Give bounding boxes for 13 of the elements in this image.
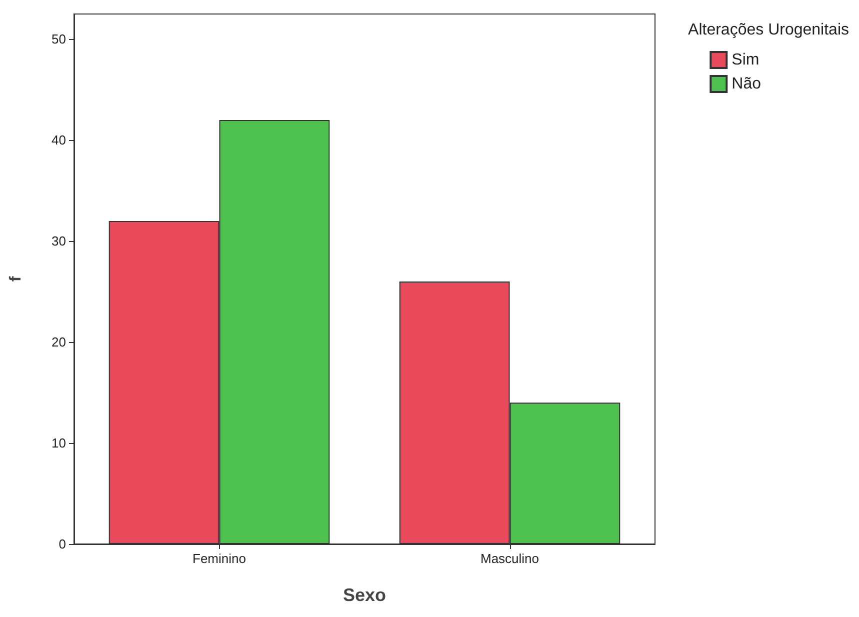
y-tick-label: 0	[58, 536, 66, 552]
y-tick-label: 20	[52, 334, 66, 350]
legend-label: Não	[732, 76, 762, 92]
y-tick-label: 50	[52, 32, 66, 47]
y-tick-label: 40	[52, 132, 66, 148]
x-tick-label: Feminino	[192, 551, 246, 566]
y-tick-label: 30	[52, 234, 66, 249]
legend-label: Sim	[732, 52, 760, 68]
x-axis-title: Sexo	[342, 585, 386, 605]
legend-title: Alterações Urogenitais	[688, 22, 849, 38]
x-tick-label: Masculino	[480, 551, 540, 566]
y-tick-label: 10	[52, 436, 66, 451]
y-axis-title: f	[8, 276, 24, 282]
